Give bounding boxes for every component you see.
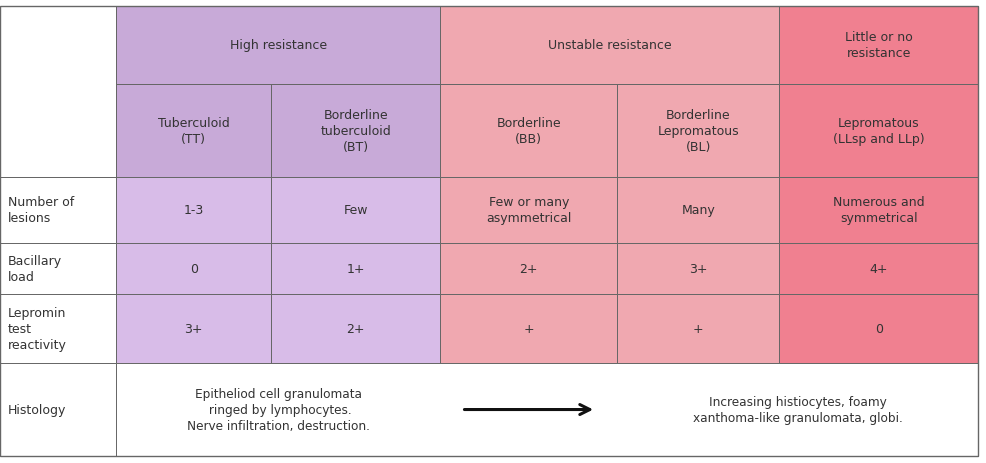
Bar [617,244,779,294]
Text: +: + [693,322,704,335]
Text: Borderline
(BB): Borderline (BB) [497,117,561,146]
Text: 0: 0 [875,322,882,335]
Text: Few: Few [343,204,368,217]
Bar [617,294,779,363]
Text: Unstable resistance: Unstable resistance [548,39,671,52]
Text: Borderline
tuberculoid
(BT): Borderline tuberculoid (BT) [320,109,391,154]
Text: Lepromin
test
reactivity: Lepromin test reactivity [8,307,67,351]
Bar [0,363,116,456]
Bar [441,178,617,244]
Text: 1-3: 1-3 [183,204,204,217]
Text: Few or many
asymmetrical: Few or many asymmetrical [486,196,572,225]
Text: 3+: 3+ [689,263,708,275]
Bar [271,294,441,363]
Bar [617,178,779,244]
Bar [0,7,116,178]
Bar [779,244,978,294]
Text: 0: 0 [189,263,197,275]
Bar [116,294,271,363]
Bar [271,244,441,294]
Text: 1+: 1+ [346,263,365,275]
Bar [0,294,116,363]
Text: Many: Many [681,204,715,217]
Text: Histology: Histology [8,403,66,416]
Bar [779,7,978,85]
Bar [779,178,978,244]
Bar [271,85,441,178]
Text: +: + [524,322,534,335]
Text: Numerous and
symmetrical: Numerous and symmetrical [833,196,925,225]
Bar [116,7,441,85]
Text: 2+: 2+ [520,263,538,275]
Bar [617,85,779,178]
Text: Lepromatous
(LLsp and LLp): Lepromatous (LLsp and LLp) [833,117,925,146]
Text: Increasing histiocytes, foamy
xanthoma-like granulomata, globi.: Increasing histiocytes, foamy xanthoma-l… [693,395,902,424]
Text: 2+: 2+ [346,322,365,335]
Text: Borderline
Lepromatous
(BL): Borderline Lepromatous (BL) [658,109,740,154]
Bar [0,7,116,178]
Text: 4+: 4+ [870,263,888,275]
Text: Bacillary
load: Bacillary load [8,255,62,283]
Text: 3+: 3+ [184,322,203,335]
Bar [441,85,617,178]
Text: Number of
lesions: Number of lesions [8,196,74,225]
Bar [441,294,617,363]
Text: Tuberculoid
(TT): Tuberculoid (TT) [158,117,230,146]
Bar [441,7,779,85]
Text: Epitheliod cell granulomata
 ringed by lymphocytes.
Nerve infiltration, destruct: Epitheliod cell granulomata ringed by ly… [187,387,370,432]
Bar [0,178,116,244]
Bar [116,85,271,178]
Bar [0,244,116,294]
Bar [779,85,978,178]
Bar [271,178,441,244]
Bar [116,363,978,456]
Bar [441,244,617,294]
Bar [779,294,978,363]
Bar [116,244,271,294]
Bar [116,178,271,244]
Text: High resistance: High resistance [230,39,327,52]
Text: Little or no
resistance: Little or no resistance [845,31,913,60]
